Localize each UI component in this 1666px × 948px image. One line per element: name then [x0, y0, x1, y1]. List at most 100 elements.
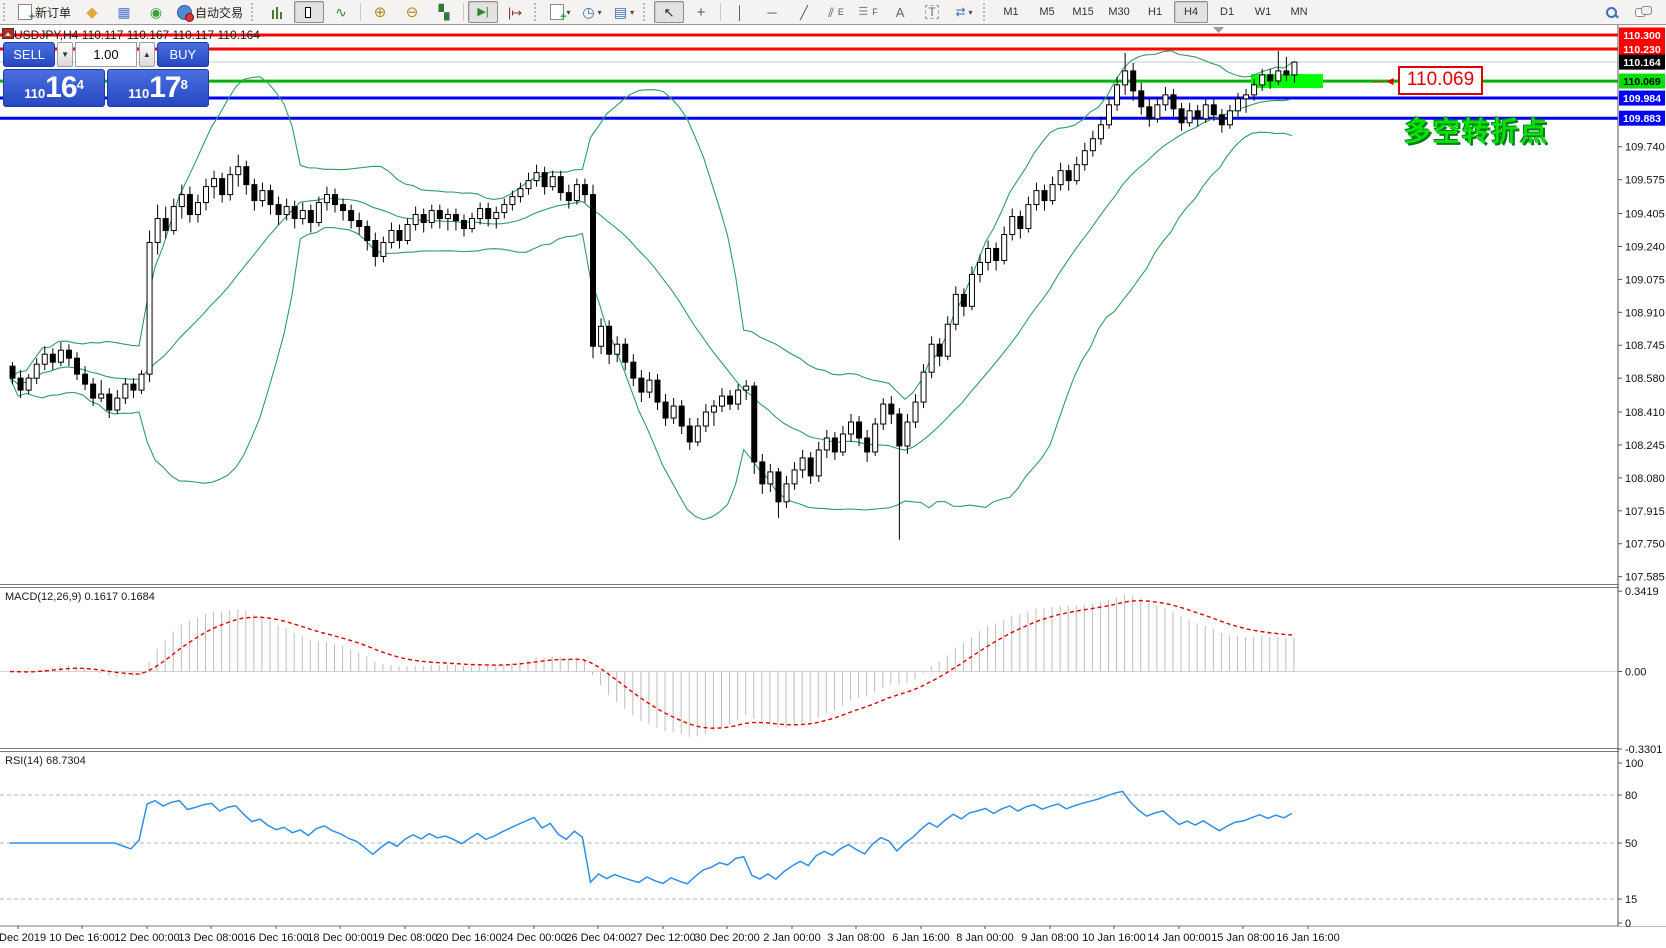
horizontal-lines[interactable] [0, 33, 1618, 120]
bar-chart-button[interactable] [262, 1, 292, 23]
svg-text:3 Jan 08:00: 3 Jan 08:00 [827, 932, 885, 944]
timeframe-button-m30[interactable]: M30 [1108, 6, 1130, 18]
timeframe-button-m1[interactable]: M1 [1003, 6, 1019, 18]
periods-dropdown[interactable]: ◷ ▾ [577, 1, 607, 23]
crosshair-button[interactable]: + [686, 1, 716, 23]
arrows-dropdown[interactable]: ⇄ ▾ [949, 1, 979, 23]
trendline-button[interactable]: ╱ [789, 1, 819, 23]
fibonacci-icon-label: F [872, 7, 878, 17]
svg-text:15 Jan 08:00: 15 Jan 08:00 [1211, 932, 1275, 944]
svg-text:2 Jan 00:00: 2 Jan 00:00 [763, 932, 821, 944]
chart-shift-marker[interactable] [1213, 27, 1224, 33]
svg-text:26 Dec 04:00: 26 Dec 04:00 [565, 932, 630, 944]
buy-price-main: 17 [149, 71, 181, 104]
cursor-icon: ↖ [663, 4, 675, 20]
fibonacci-icon: ☰ [858, 5, 869, 18]
one-click-collapse-button[interactable] [2, 28, 14, 39]
timeframe-button-m15[interactable]: M15 [1072, 6, 1094, 18]
timeframe-button-h1[interactable]: H1 [1148, 6, 1163, 18]
rsi-line [10, 790, 1293, 885]
timeframe-button-m5[interactable]: M5 [1039, 6, 1055, 18]
panel-separator-macd[interactable] [0, 583, 1618, 590]
vertical-line-button[interactable]: │ [725, 1, 755, 23]
tile-windows-button[interactable]: ▚ [429, 1, 459, 23]
buy-button[interactable]: BUY [156, 42, 209, 67]
autotrading-icon [177, 4, 195, 22]
timeframe-button-mn[interactable]: MN [1290, 6, 1308, 18]
volume-decrease-button[interactable]: ▼ [57, 42, 73, 67]
channel-icon: ⫽ [828, 4, 834, 20]
price-tag-callout[interactable]: —◄ 110.069 [1372, 66, 1484, 95]
fibonacci-button[interactable]: ☰ F [853, 1, 883, 23]
chat-button[interactable] [1628, 1, 1658, 23]
svg-text:16 Dec 16:00: 16 Dec 16:00 [243, 932, 308, 944]
new-order-icon: + [18, 4, 35, 23]
panel-separator-rsi[interactable] [0, 747, 1618, 754]
svg-text:19 Dec 08:00: 19 Dec 08:00 [372, 932, 437, 944]
candlestick-button[interactable] [294, 1, 325, 23]
timeframe-button-w1[interactable]: W1 [1254, 6, 1272, 18]
terminal-icon: ▦ [117, 4, 131, 20]
toolbar-grip[interactable] [983, 3, 990, 21]
new-chart-icon: + [549, 4, 567, 23]
metaeditor-button[interactable]: ◆ [77, 1, 107, 23]
new-order-button[interactable]: + 新订单 [14, 1, 75, 23]
macd-signal-line [9, 599, 1292, 729]
template-chart-icon: ▤ [613, 4, 628, 20]
buy-price-prefix: 110 [128, 86, 150, 101]
auto-scroll-icon: ▶| [477, 5, 489, 18]
svg-text:110.164: 110.164 [1623, 57, 1661, 69]
candlestick-icon [303, 4, 315, 20]
signals-button[interactable]: ◉ [141, 1, 171, 23]
vertical-line-icon: │ [735, 4, 745, 20]
svg-text:108.580: 108.580 [1625, 373, 1665, 385]
rsi-indicator-label: RSI(14) 68.7304 [5, 755, 86, 767]
timeframe-button-h4[interactable]: H4 [1174, 1, 1209, 23]
toolbar-grip[interactable] [643, 3, 650, 21]
svg-text:109.405: 109.405 [1625, 209, 1665, 221]
toolbar-grip[interactable] [251, 3, 258, 21]
text-button[interactable]: A [885, 1, 915, 23]
volume-increase-button[interactable]: ▲ [139, 42, 155, 67]
zoom-in-button[interactable]: ⊕ [365, 1, 395, 23]
templates-dropdown[interactable]: ▤ ▾ [609, 1, 639, 23]
chevron-down-icon: ▾ [968, 7, 973, 17]
new-chart-dropdown[interactable]: + ▾ [545, 1, 575, 23]
horizontal-line-button[interactable]: ─ [757, 1, 787, 23]
sell-price-tile[interactable]: 110 16 4 [3, 69, 105, 107]
toolbar-grip[interactable] [534, 3, 541, 21]
metaeditor-icon: ◆ [86, 3, 98, 21]
line-chart-button[interactable]: ∿ [326, 1, 356, 23]
sell-button[interactable]: SELL [3, 42, 56, 67]
buy-price-tile[interactable]: 110 17 8 [107, 69, 209, 107]
volume-input[interactable] [75, 42, 137, 67]
svg-text:-0.3301: -0.3301 [1625, 744, 1662, 756]
auto-scroll-button[interactable]: ▶| [468, 1, 499, 23]
text-label-button[interactable]: T [917, 1, 947, 23]
svg-text:13 Dec 08:00: 13 Dec 08:00 [178, 932, 243, 944]
chart-shift-button[interactable]: |↦ [500, 1, 530, 23]
timeframe-button-d1[interactable]: D1 [1220, 6, 1235, 18]
cursor-button[interactable]: ↖ [654, 1, 685, 23]
autotrading-button[interactable]: 自动交易 [173, 1, 247, 23]
svg-text:0.3419: 0.3419 [1625, 586, 1659, 598]
chart-title: USDJPY,H4 110.117 110.167 110.117 110.16… [14, 28, 260, 42]
sell-price-main: 16 [45, 71, 77, 104]
rsi-panel [0, 748, 1666, 900]
svg-text:15: 15 [1625, 894, 1637, 906]
search-button[interactable] [1596, 1, 1626, 23]
price-axis[interactable]: 109.740 109.575 109.405 109.240 109.075 108.9… [1617, 25, 1666, 930]
channel-button[interactable]: ⫽ E [821, 1, 851, 23]
zoom-out-button[interactable]: ⊖ [397, 1, 427, 23]
price-tag-arrow-icon: —◄ [1372, 73, 1396, 88]
svg-text:109.075: 109.075 [1625, 274, 1665, 286]
svg-text:9 Jan 08:00: 9 Jan 08:00 [1021, 932, 1079, 944]
new-order-label: 新订单 [35, 5, 72, 20]
svg-text:80: 80 [1625, 790, 1637, 802]
terminal-button[interactable]: ▦ [109, 1, 139, 23]
toolbar-grip[interactable] [3, 3, 10, 21]
